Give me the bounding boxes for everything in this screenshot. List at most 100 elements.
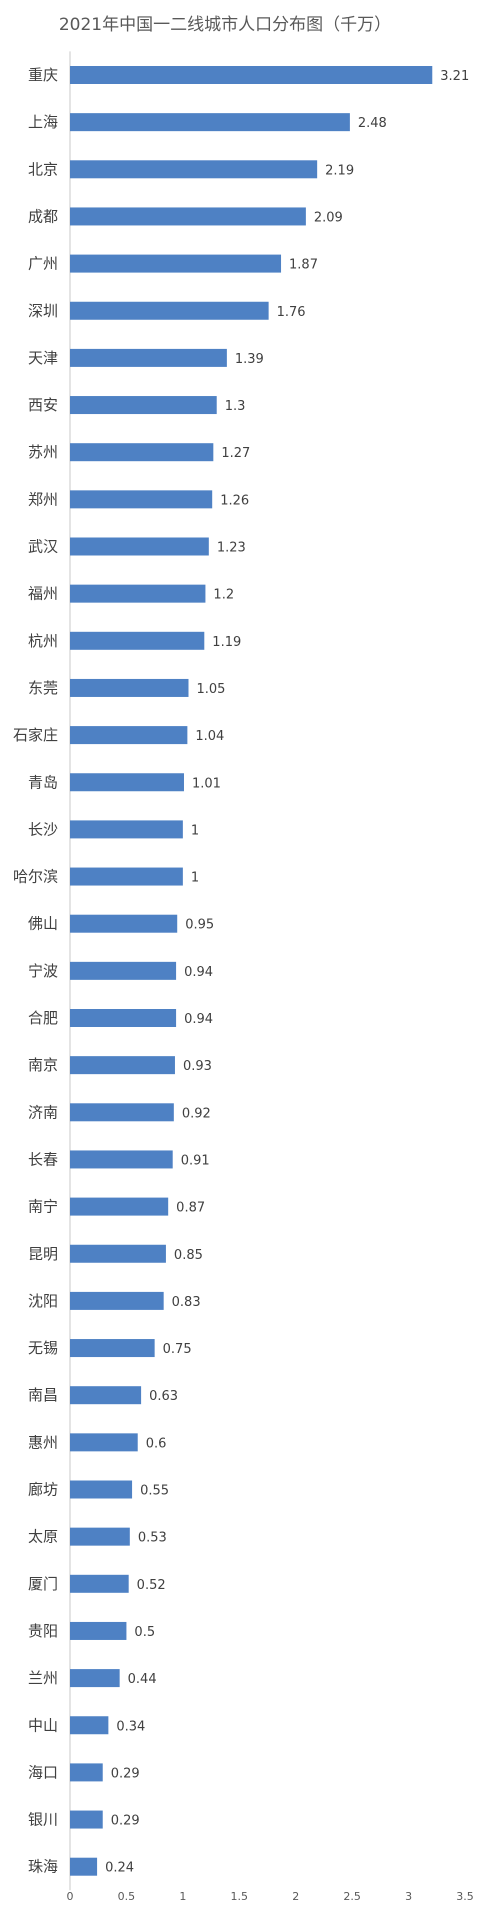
x-tick-label: 1 [179,1890,186,1903]
bar [70,1197,169,1216]
data-label: 1 [191,823,199,838]
data-label: 0.87 [176,1201,205,1216]
data-label: 1.26 [220,493,249,508]
category-label: 廊坊 [28,1481,58,1499]
data-label: 0.92 [182,1106,211,1121]
x-tick-label: 1.5 [231,1890,249,1903]
category-label: 长春 [28,1150,58,1168]
category-label: 珠海 [28,1858,58,1876]
bar [70,726,188,745]
category-label: 中山 [28,1716,58,1734]
bar [70,396,217,415]
bar [70,1574,129,1593]
data-label: 0.93 [183,1059,212,1074]
bar [70,66,433,84]
data-label: 1.87 [289,258,318,273]
category-label: 惠州 [28,1433,58,1451]
category-label: 青岛 [28,773,58,791]
data-label: 2.09 [314,210,343,225]
data-label: 2.48 [358,116,387,131]
bar [70,537,209,556]
category-label: 合肥 [28,1009,58,1027]
data-label: 1.76 [277,305,306,320]
bar [70,1339,155,1358]
data-label: 3.21 [440,69,469,84]
data-label: 0.94 [184,965,213,980]
category-label: 佛山 [28,915,58,933]
category-label: 福州 [28,585,58,603]
data-label: 0.44 [128,1672,157,1687]
category-label: 贵阳 [28,1622,58,1640]
category-label: 郑州 [28,490,58,508]
bar [70,820,183,839]
data-label: 1.2 [213,588,234,603]
bar [70,867,183,886]
bar [70,1621,127,1640]
category-label: 重庆 [28,66,58,84]
bar [70,1716,109,1735]
bar [70,301,269,320]
data-label: 1.05 [197,682,226,697]
bar [70,1669,120,1688]
data-label: 1.01 [192,776,221,791]
bar [70,631,205,650]
data-label: 0.6 [146,1436,167,1451]
category-label: 银川 [28,1811,58,1829]
bar [70,160,318,179]
data-label: 2.19 [325,163,354,178]
bar [70,443,214,462]
category-label: 深圳 [28,302,58,320]
data-label: 0.29 [111,1766,140,1781]
category-label: 广州 [28,255,58,273]
category-label: 长沙 [28,820,58,838]
bar [70,113,350,132]
bar [70,961,177,980]
bar [70,1480,133,1499]
data-label: 1.27 [221,446,250,461]
category-label: 天津 [28,349,58,367]
category-label: 海口 [28,1763,58,1781]
bars-layer: 重庆 3.21 上海 2.48 北京 2.19 成都 2.09 广州 1.87 深圳 1.76 天津 1.… [13,66,469,1876]
data-label: 1.39 [235,352,264,367]
data-label: 0.55 [140,1484,169,1499]
x-tick-label: 3 [405,1890,412,1903]
data-label: 0.75 [163,1342,192,1357]
bar [70,254,282,273]
category-label: 厦门 [28,1575,58,1593]
bar [70,1291,164,1310]
bar [70,348,227,367]
data-label: 0.5 [134,1625,155,1640]
category-label: 上海 [28,113,58,131]
bar [70,1857,98,1876]
data-label: 1.23 [217,541,246,556]
category-label: 东莞 [28,679,58,697]
data-label: 0.83 [172,1295,201,1310]
data-label: 1.04 [195,729,224,744]
chart-title: 2021年中国一二线城市人口分布图（千万） [59,15,391,35]
bar [70,773,184,792]
category-label: 济南 [28,1103,58,1121]
category-label: 成都 [28,207,58,225]
x-tick-label: 0 [67,1890,74,1903]
category-label: 昆明 [28,1245,58,1263]
bar [70,1433,138,1452]
category-label: 南昌 [28,1386,58,1404]
x-tick-label: 0.5 [118,1890,136,1903]
category-label: 哈尔滨 [13,868,58,886]
data-label: 0.24 [105,1861,134,1876]
data-label: 1.19 [212,635,241,650]
bar [70,584,206,603]
data-label: 0.53 [138,1531,167,1546]
bar [70,1244,166,1263]
category-label: 南宁 [28,1198,58,1216]
bar [70,914,178,933]
bar [70,1527,130,1546]
category-label: 兰州 [28,1669,58,1687]
category-label: 无锡 [28,1339,58,1357]
category-label: 杭州 [28,632,58,650]
bar [70,678,189,697]
bar [70,1386,142,1405]
bar [70,1103,174,1122]
bar [70,1150,173,1169]
